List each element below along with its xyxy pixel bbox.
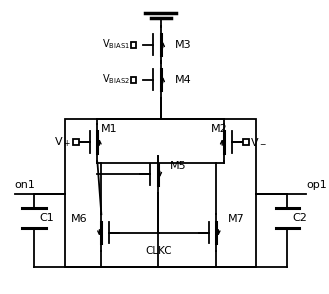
- Bar: [131, 42, 137, 48]
- Bar: [73, 139, 79, 145]
- Text: M7: M7: [228, 214, 245, 224]
- Text: on1: on1: [14, 180, 36, 190]
- Text: op1: op1: [306, 180, 327, 190]
- Text: M2: M2: [211, 124, 227, 134]
- Text: C2: C2: [292, 213, 307, 223]
- Text: M6: M6: [71, 214, 88, 224]
- Text: V$_{\rm BIAS2}$: V$_{\rm BIAS2}$: [102, 72, 130, 86]
- Text: V$_{\rm BIAS1}$: V$_{\rm BIAS1}$: [102, 37, 130, 51]
- Bar: [65, 119, 256, 267]
- Text: V$_-$: V$_-$: [250, 137, 267, 147]
- Bar: [131, 77, 137, 83]
- Text: M5: M5: [169, 161, 186, 171]
- Text: C1: C1: [39, 213, 54, 223]
- Text: CLKC: CLKC: [145, 246, 172, 256]
- Text: M4: M4: [174, 75, 191, 85]
- Text: V$_+$: V$_+$: [54, 135, 71, 149]
- Bar: [243, 139, 248, 145]
- Text: M3: M3: [174, 40, 191, 50]
- Text: M1: M1: [101, 124, 118, 134]
